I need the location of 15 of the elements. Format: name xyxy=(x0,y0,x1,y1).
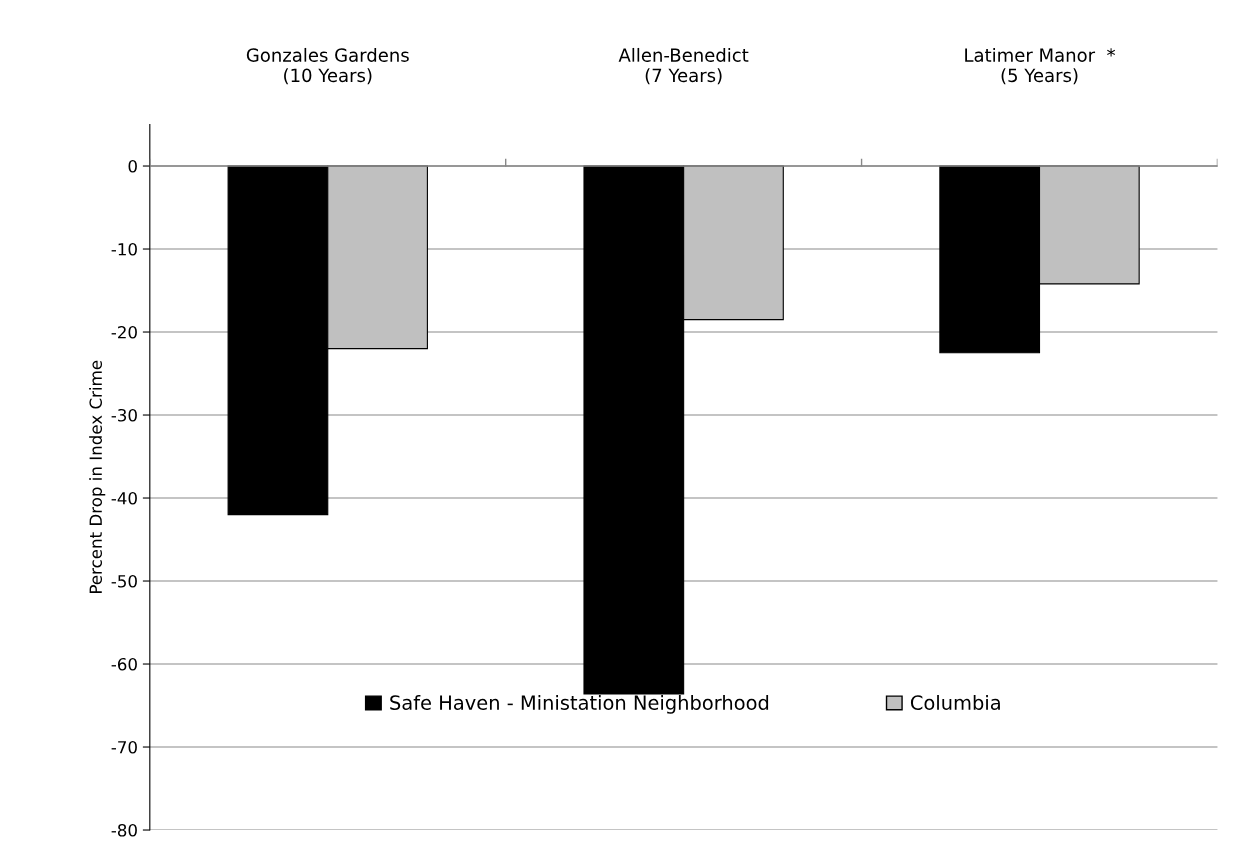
y-tick-label: -20 xyxy=(111,325,137,339)
y-tick-label: -40 xyxy=(111,491,137,505)
x-tick-label: Allen-Benedict (7 Years) xyxy=(618,47,749,85)
x-tick-label: Latimer Manor * (5 Years) xyxy=(965,47,1116,85)
y-tick-label: -10 xyxy=(111,242,137,256)
y-tick-label: -50 xyxy=(111,574,137,588)
y-tick-label: -30 xyxy=(111,408,137,422)
y-tick-label: -70 xyxy=(111,740,137,754)
y-tick-label: -80 xyxy=(111,823,137,837)
legend-label: Columbia xyxy=(910,694,1000,710)
legend-label: Safe Haven - Ministation Neighborhood xyxy=(390,694,769,714)
y-tick-label: 0 xyxy=(128,159,137,173)
y-tick-label: -60 xyxy=(111,657,137,671)
y-axis-title: Percent Drop in Index Crime xyxy=(89,360,106,593)
x-tick-label: Gonzales Gardens (10 Years) xyxy=(246,47,409,85)
